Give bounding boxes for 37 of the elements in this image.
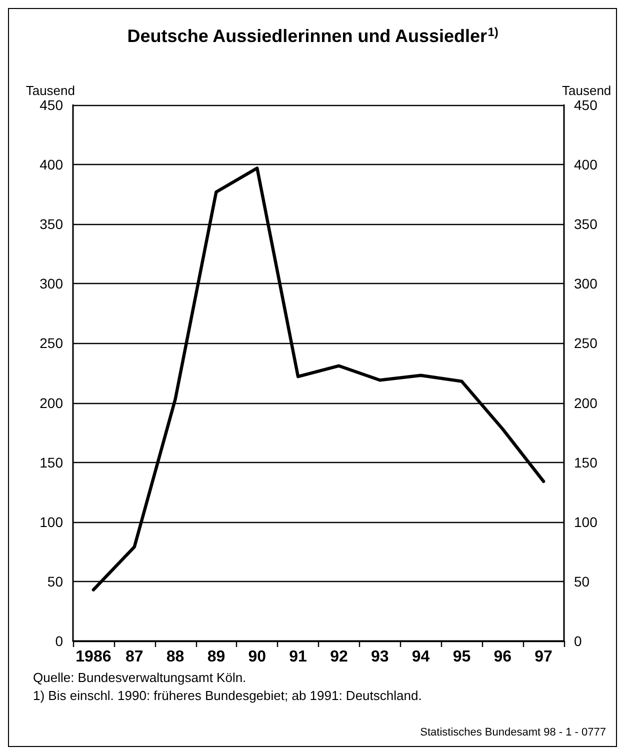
y-tick-label: 450 xyxy=(40,97,64,113)
x-tick-label: 93 xyxy=(370,648,389,666)
text: Statistisches Bundesamt 98 - 1 - 0777 xyxy=(420,726,606,738)
y2-tick-label: 200 xyxy=(574,394,598,411)
y2-tick-label: 50 xyxy=(574,573,590,590)
y2-tick-label: 0 xyxy=(574,633,582,649)
y2-axis-title: Tausend xyxy=(562,83,612,98)
y-tick-label: 400 xyxy=(40,156,64,173)
y-tick-label: 100 xyxy=(40,514,64,530)
y-tick-label: 50 xyxy=(47,573,64,590)
x-tick-label: 1986 xyxy=(76,648,112,666)
y2-tick-label: 150 xyxy=(574,454,598,470)
y2-tick-label: 100 xyxy=(574,514,598,530)
x-tick-label: 92 xyxy=(330,648,348,666)
text: 1) Bis einschl. 1990: früheres Bundesgebiet; ab 1991: Deutschland. xyxy=(33,688,422,703)
y2-tick-label: 400 xyxy=(574,156,598,173)
y-tick-label: 150 xyxy=(40,454,64,470)
source-note: Quelle: Bundesverwaltungsamt Köln. xyxy=(33,670,246,685)
x-tick-label: 94 xyxy=(412,648,430,666)
x-tick-label: 91 xyxy=(289,648,308,666)
x-tick-label: 95 xyxy=(452,648,471,666)
x-tick-label: 87 xyxy=(125,648,144,666)
y2-tick-label: 250 xyxy=(574,335,598,352)
y-axis-title: Tausend xyxy=(26,83,75,98)
y-tick-label: 0 xyxy=(55,633,64,649)
y2-tick-label: 450 xyxy=(574,97,598,113)
x-tick-label: 96 xyxy=(494,648,512,666)
y2-tick-label: 350 xyxy=(574,216,598,232)
y2-tick-label: 300 xyxy=(574,276,598,292)
y-tick-label: 200 xyxy=(40,394,64,411)
y-tick-label: 250 xyxy=(40,335,64,352)
x-tick-label: 88 xyxy=(166,648,184,666)
x-tick-label: 97 xyxy=(534,648,553,666)
y-tick-label: 350 xyxy=(40,216,64,232)
x-tick-label: 89 xyxy=(207,648,226,666)
x-tick-label: 90 xyxy=(248,648,266,666)
y-tick-label: 300 xyxy=(40,276,64,292)
